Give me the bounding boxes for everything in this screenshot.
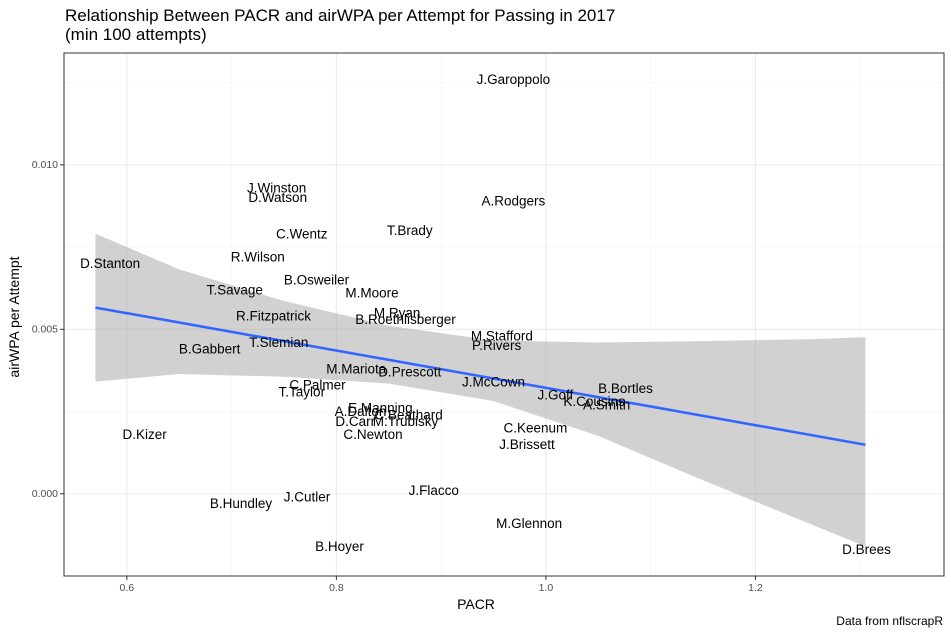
point-label: M.Glennon — [496, 516, 562, 531]
point-label: A.Rodgers — [482, 194, 546, 209]
point-label: D.Stanton — [80, 256, 140, 271]
y-axis-ticks: 0.000 0.005 0.010 — [32, 159, 64, 500]
point-label: J.Cutler — [284, 490, 331, 505]
point-label: B.Gabbert — [179, 342, 241, 357]
point-label: B.Bortles — [598, 381, 653, 396]
point-label: D.Watson — [248, 190, 307, 205]
x-axis-title: PACR — [457, 596, 495, 612]
point-label: J.Winston — [247, 180, 306, 195]
point-label: T.Brady — [387, 223, 433, 238]
point-label: D.Kizer — [123, 427, 168, 442]
chart-subtitle: (min 100 attempts) — [65, 25, 207, 44]
regression-line — [95, 306, 866, 447]
y-tick-label: 0.000 — [32, 488, 58, 500]
point-label: D.Carr — [335, 414, 375, 429]
point-label: J.Garoppolo — [477, 72, 551, 87]
x-axis-ticks: 0.6 0.8 1.0 1.2 — [120, 576, 763, 594]
point-label: C.Keenum — [504, 420, 568, 435]
point-label: B.Hundley — [210, 496, 273, 511]
x-tick-label: 1.2 — [748, 582, 763, 594]
y-tick-label: 0.010 — [32, 159, 58, 171]
point-label: T.Taylor — [279, 384, 326, 399]
point-label: R.Wilson — [231, 249, 285, 264]
point-label: C.Palmer — [289, 378, 346, 393]
point-label: D.Brees — [842, 542, 891, 557]
point-label: B.Hoyer — [315, 539, 364, 554]
point-label: K.Cousins — [563, 394, 625, 409]
point-label: M.Moore — [345, 286, 398, 301]
minor-gridlines — [64, 53, 944, 577]
y-tick-label: 0.005 — [32, 323, 58, 335]
point-label: R.Fitzpatrick — [236, 309, 311, 324]
panel-background — [64, 53, 944, 576]
point-label: J.Goff — [537, 388, 573, 403]
x-tick-label: 0.8 — [329, 582, 344, 594]
point-label: P.Rivers — [472, 338, 522, 353]
point-label: A.Dalton — [335, 404, 387, 419]
point-label: C.Wentz — [276, 226, 328, 241]
point-label: E.Manning — [348, 401, 413, 416]
confidence-band — [95, 233, 866, 547]
panel-border — [63, 52, 945, 577]
point-label: B.Roethlisberger — [355, 312, 456, 327]
point-label: J.Brissett — [499, 437, 555, 452]
chart-title: Relationship Between PACR and airWPA per… — [65, 6, 615, 25]
point-label: J.McCown — [462, 374, 525, 389]
point-label: T.Siemian — [249, 335, 308, 350]
x-tick-label: 0.6 — [120, 582, 135, 594]
chart-caption: Data from nflscrapR — [836, 614, 943, 628]
point-label: B.Osweiler — [284, 272, 350, 287]
point-label: M.Stafford — [471, 328, 533, 343]
chart-title-group: Relationship Between PACR and airWPA per… — [65, 6, 615, 44]
x-tick-label: 1.0 — [539, 582, 554, 594]
point-label: T.Savage — [207, 282, 263, 297]
point-label: M.Mariota — [326, 361, 387, 376]
y-axis-title: airWPA per Attempt — [6, 256, 22, 377]
point-label: M.Ryan — [374, 305, 421, 320]
point-label: J.Flacco — [409, 483, 459, 498]
point-label: A.Smith — [583, 397, 630, 412]
point-label: C.Newton — [343, 427, 402, 442]
point-label: M.Trubisky — [373, 414, 439, 429]
point-label: D.Prescott — [378, 365, 441, 380]
point-label: C.Beathard — [375, 407, 443, 422]
